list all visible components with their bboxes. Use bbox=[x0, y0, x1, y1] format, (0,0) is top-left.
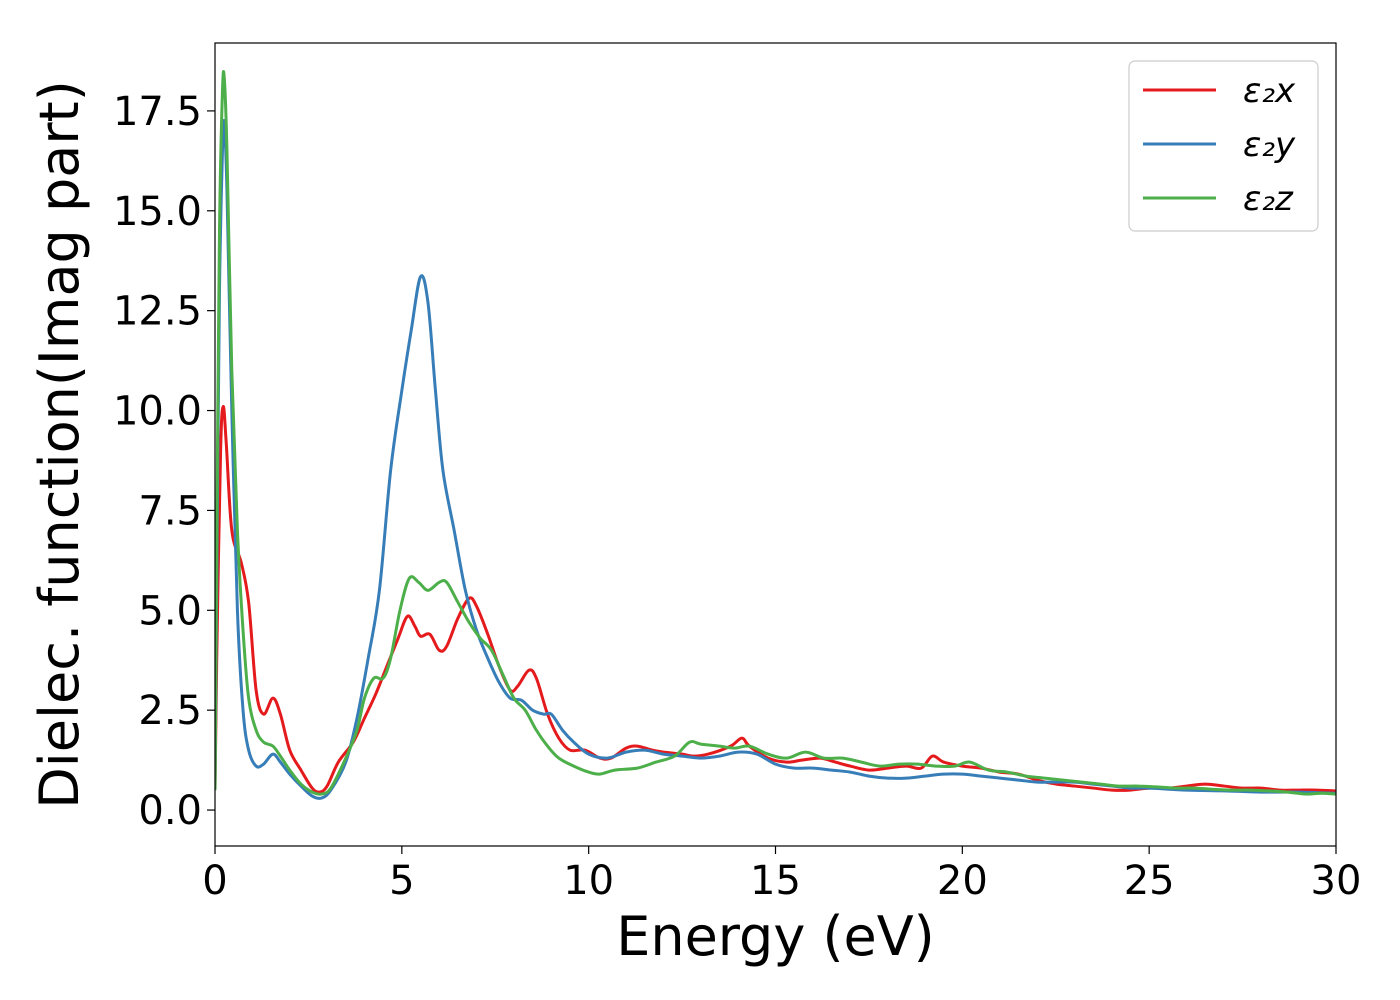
y-tick-label: 2.5 bbox=[138, 688, 202, 734]
plot-lines bbox=[215, 70, 1336, 800]
y-axis-label: Dielec. function(Imag part) bbox=[28, 80, 91, 809]
y-tick-label: 10.0 bbox=[113, 389, 202, 435]
y-tick-label: 17.5 bbox=[113, 89, 202, 135]
x-tick-label: 15 bbox=[750, 858, 801, 904]
y-tick-label: 7.5 bbox=[138, 488, 202, 534]
legend-label-2: ε₂y bbox=[1243, 125, 1296, 165]
y-tick-label: 5.0 bbox=[138, 588, 202, 634]
series-line-3 bbox=[215, 70, 1336, 796]
legend: ε₂x ε₂y ε₂z bbox=[1128, 60, 1319, 232]
series-line-2 bbox=[215, 119, 1336, 800]
x-axis-label: Energy (eV) bbox=[616, 905, 935, 968]
legend-label-3: ε₂z bbox=[1243, 179, 1294, 219]
legend-label-1: ε₂x bbox=[1243, 71, 1296, 111]
x-axis: 0 5 10 15 20 25 30 bbox=[202, 846, 1361, 904]
x-tick-label: 20 bbox=[937, 858, 988, 904]
x-tick-label: 30 bbox=[1311, 858, 1362, 904]
x-tick-label: 25 bbox=[1124, 858, 1175, 904]
y-tick-label: 12.5 bbox=[113, 289, 202, 335]
x-tick-label: 5 bbox=[389, 858, 414, 904]
legend-box bbox=[1128, 60, 1319, 232]
x-tick-label: 10 bbox=[563, 858, 614, 904]
y-tick-label: 15.0 bbox=[113, 189, 202, 235]
y-axis: 0.0 2.5 5.0 7.5 10.0 12.5 15.0 17.5 bbox=[113, 89, 215, 834]
y-tick-label: 0.0 bbox=[138, 788, 202, 834]
x-tick-label: 0 bbox=[202, 858, 227, 904]
